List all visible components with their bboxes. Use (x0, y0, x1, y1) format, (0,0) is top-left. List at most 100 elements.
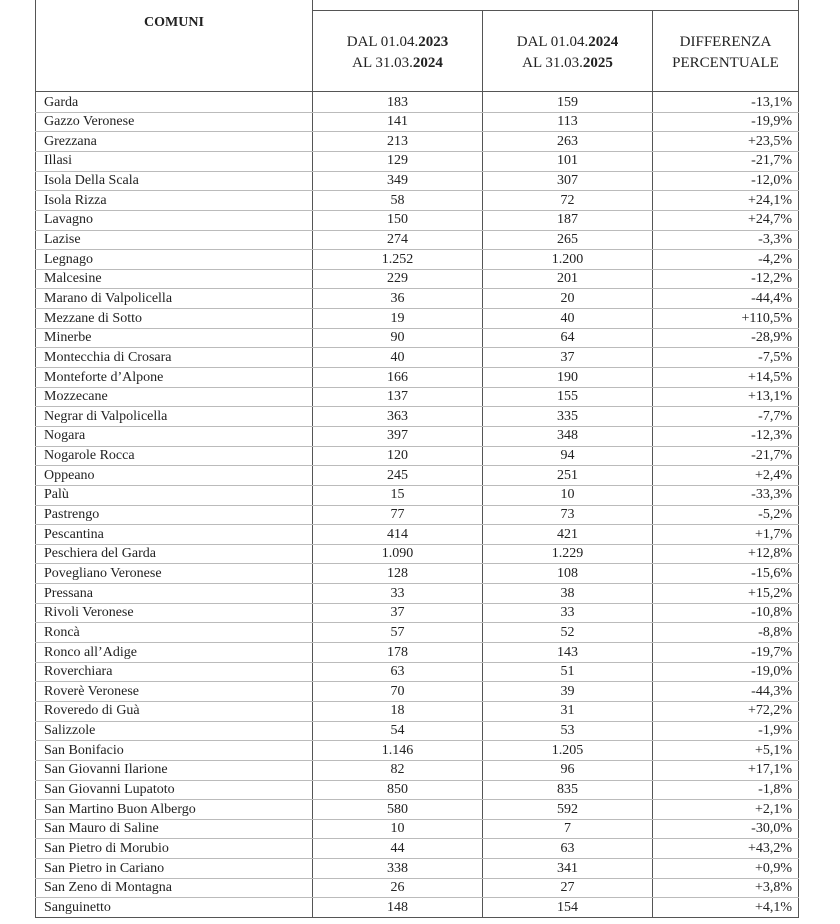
value-2023: 19 (390, 310, 405, 326)
comune: Monteforte d’Alpone (44, 369, 164, 385)
row-line (35, 858, 799, 860)
percent-diff: -19,7% (751, 644, 792, 660)
row-line (35, 111, 799, 113)
border (652, 10, 653, 918)
comune: Gazzo Veronese (44, 114, 135, 130)
comune: Povegliano Veronese (44, 565, 162, 581)
percent-diff: -15,6% (751, 565, 792, 581)
row-line (35, 406, 799, 408)
row-line (35, 347, 799, 349)
row-line (35, 150, 799, 152)
percent-diff: -7,7% (758, 408, 792, 424)
row-line (35, 838, 799, 840)
row-line (35, 229, 799, 231)
percent-diff: +72,2% (747, 703, 792, 719)
value-2024: 7 (564, 821, 571, 837)
value-2024: 143 (557, 644, 578, 660)
header-comuni: COMUNI (144, 15, 204, 30)
text: AL 31.03. (352, 55, 413, 71)
text: 2025 (582, 55, 613, 71)
percent-diff: +1,7% (754, 526, 792, 542)
border (35, 91, 799, 92)
border (482, 10, 483, 918)
row-line (35, 386, 799, 388)
percent-diff: +24,1% (747, 192, 792, 208)
percent-diff: -12,2% (751, 271, 792, 287)
percent-diff: +110,5% (741, 310, 792, 326)
value-2023: 1.090 (381, 546, 414, 562)
comune: Oppeano (44, 467, 95, 483)
row-line (35, 425, 799, 427)
comune: Roverè Veronese (44, 683, 139, 699)
value-2023: 229 (387, 271, 408, 287)
comune: Mezzane di Sotto (44, 310, 142, 326)
value-2024: 64 (560, 330, 575, 346)
value-2023: 58 (390, 192, 405, 208)
row-line (35, 209, 799, 211)
comune: San Pietro in Cariano (44, 860, 165, 876)
percent-diff: -12,0% (751, 173, 792, 189)
comune: Ronco all’Adige (44, 644, 137, 660)
comune: Isola Della Scala (44, 173, 139, 189)
comune: Sanguinetto (44, 899, 111, 915)
value-2024: 335 (557, 408, 578, 424)
row-line (35, 759, 799, 761)
row-line (35, 740, 799, 742)
value-2023: 44 (390, 840, 405, 856)
text: PERCENTUALE (672, 55, 779, 71)
percent-diff: -7,5% (758, 349, 792, 365)
value-2024: 101 (557, 153, 578, 169)
value-2024: 113 (557, 114, 578, 130)
comune: Palù (44, 487, 69, 503)
row-line (35, 484, 799, 486)
value-2024: 265 (557, 232, 578, 247)
percent-diff: -44,4% (751, 290, 792, 306)
value-2024: 53 (560, 723, 575, 739)
value-2023: 414 (387, 526, 408, 542)
percent-diff: -12,3% (751, 428, 792, 444)
comune: Isola Rizza (44, 192, 107, 208)
value-2024: 20 (560, 290, 575, 306)
value-2024: 307 (557, 173, 578, 189)
value-2024: 251 (557, 467, 578, 483)
value-2024: 155 (557, 389, 578, 405)
percent-diff: -1,9% (758, 723, 792, 739)
row-line (35, 543, 799, 545)
comune: San Giovanni Lupatoto (44, 782, 175, 797)
border (312, 0, 313, 918)
value-2024: 187 (557, 212, 578, 228)
comune: Negrar di Valpolicella (44, 408, 168, 424)
value-2024: 341 (557, 860, 578, 876)
percent-diff: +43,2% (747, 840, 792, 856)
comune: Grezzana (44, 133, 97, 149)
header-period: DAL 01.04.2024 AL 31.03.2025 (483, 32, 652, 74)
value-2024: 263 (557, 133, 578, 149)
percent-diff: +5,1% (754, 742, 792, 758)
comune: Lavagno (44, 212, 93, 228)
value-2024: 1.200 (551, 251, 584, 267)
row-line (35, 779, 799, 781)
percent-diff: -13,1% (751, 94, 792, 110)
percent-diff: -28,9% (751, 330, 792, 346)
comune: Pressana (44, 585, 93, 601)
value-2023: 54 (390, 723, 405, 739)
comune: Lazise (44, 232, 81, 247)
percent-diff: -21,7% (751, 448, 792, 464)
value-2023: 33 (390, 585, 405, 601)
percent-diff: -8,8% (758, 624, 792, 640)
value-2023: 82 (390, 762, 405, 778)
comune: San Mauro di Saline (44, 821, 159, 837)
row-line (35, 897, 799, 899)
comune: Peschiera del Garda (44, 546, 156, 562)
row-line (35, 465, 799, 467)
value-2023: 37 (390, 605, 405, 621)
row-line (35, 131, 799, 133)
value-2023: 36 (390, 290, 405, 306)
value-2024: 835 (557, 782, 578, 797)
value-2023: 183 (387, 94, 408, 110)
value-2023: 1.252 (381, 251, 414, 267)
row-line (35, 642, 799, 643)
value-2024: 421 (557, 526, 578, 542)
value-2023: 40 (390, 349, 405, 365)
